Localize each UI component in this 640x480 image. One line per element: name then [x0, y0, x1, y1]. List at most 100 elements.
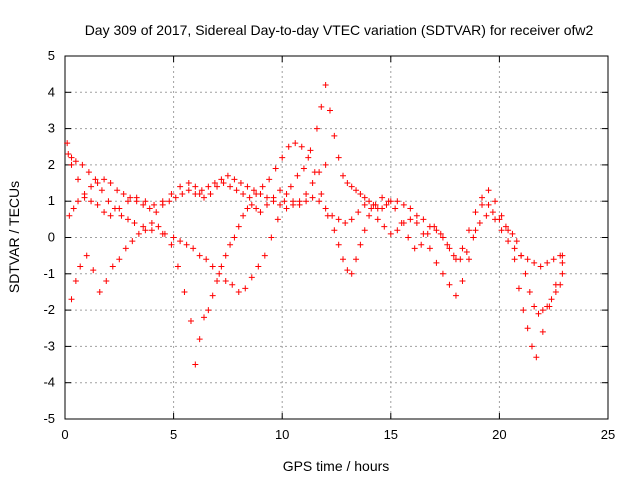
data-point	[66, 212, 73, 219]
data-point	[413, 219, 420, 226]
data-point	[192, 361, 199, 368]
data-point	[148, 227, 155, 234]
data-point	[257, 190, 264, 197]
data-point	[279, 154, 286, 161]
data-point	[96, 288, 103, 295]
data-point	[492, 198, 499, 205]
data-point	[348, 183, 355, 190]
data-point	[118, 212, 125, 219]
data-point	[209, 263, 216, 270]
data-point	[318, 103, 325, 110]
data-point	[511, 245, 518, 252]
data-point	[255, 263, 262, 270]
data-point	[122, 245, 129, 252]
y-tick-label: 3	[48, 121, 55, 136]
series-track-b	[66, 140, 566, 317]
data-point	[505, 238, 512, 245]
data-point	[142, 227, 149, 234]
y-tick-label: 4	[48, 84, 55, 99]
data-point	[131, 219, 138, 226]
data-point	[216, 270, 223, 277]
data-point	[426, 245, 433, 252]
data-point	[379, 194, 386, 201]
data-point	[531, 259, 538, 266]
data-point	[509, 230, 516, 237]
data-point	[479, 194, 486, 201]
data-point	[92, 176, 99, 183]
data-point	[124, 198, 131, 205]
data-point	[79, 161, 86, 168]
data-point	[272, 165, 279, 172]
data-point	[261, 252, 268, 259]
data-point	[309, 194, 316, 201]
data-point	[309, 180, 316, 187]
data-point	[177, 238, 184, 245]
y-tick-label: -1	[43, 266, 55, 281]
data-point	[183, 241, 190, 248]
chart-title: Day 309 of 2017, Sidereal Day-to-day VTE…	[85, 22, 594, 38]
data-point	[357, 241, 364, 248]
data-point	[90, 267, 97, 274]
data-point	[420, 230, 427, 237]
data-point	[248, 201, 255, 208]
data-point	[248, 274, 255, 281]
data-point	[170, 234, 177, 241]
data-point	[250, 187, 257, 194]
data-point	[207, 190, 214, 197]
data-point	[116, 256, 123, 263]
x-tick-label: 20	[492, 427, 506, 442]
data-point	[146, 205, 153, 212]
data-point	[459, 245, 466, 252]
data-point	[65, 151, 72, 158]
y-tick-label: -4	[43, 375, 55, 390]
data-point	[400, 201, 407, 208]
data-point	[318, 190, 325, 197]
data-point	[196, 336, 203, 343]
data-point	[290, 201, 297, 208]
data-point	[283, 205, 290, 212]
data-point	[244, 183, 251, 190]
data-point	[439, 270, 446, 277]
data-point	[166, 198, 173, 205]
data-point	[98, 187, 105, 194]
data-point	[331, 132, 338, 139]
data-point	[420, 216, 427, 223]
data-point	[483, 212, 490, 219]
data-point	[437, 230, 444, 237]
data-point	[313, 125, 320, 132]
data-point	[522, 270, 529, 277]
data-point	[476, 219, 483, 226]
data-point	[472, 209, 479, 216]
data-point	[537, 263, 544, 270]
data-point	[513, 238, 520, 245]
data-point	[105, 198, 112, 205]
data-point	[277, 201, 284, 208]
data-point	[498, 227, 505, 234]
data-point	[107, 212, 114, 219]
data-point	[127, 194, 134, 201]
data-point	[240, 212, 247, 219]
data-point	[135, 230, 142, 237]
data-point	[407, 216, 414, 223]
data-point	[85, 169, 92, 176]
data-point	[366, 198, 373, 205]
data-point	[235, 288, 242, 295]
data-point	[151, 201, 158, 208]
data-point	[305, 154, 312, 161]
data-point	[344, 267, 351, 274]
data-point	[181, 288, 188, 295]
data-point	[259, 183, 266, 190]
data-point	[316, 198, 323, 205]
x-tick-label: 15	[384, 427, 398, 442]
data-point	[433, 259, 440, 266]
series-track-c	[68, 187, 566, 368]
data-point	[190, 245, 197, 252]
data-point	[240, 190, 247, 197]
data-point	[179, 190, 186, 197]
data-point	[220, 180, 227, 187]
data-point	[303, 190, 310, 197]
data-point	[489, 209, 496, 216]
data-point	[344, 180, 351, 187]
data-point	[222, 252, 229, 259]
data-point	[103, 278, 110, 285]
